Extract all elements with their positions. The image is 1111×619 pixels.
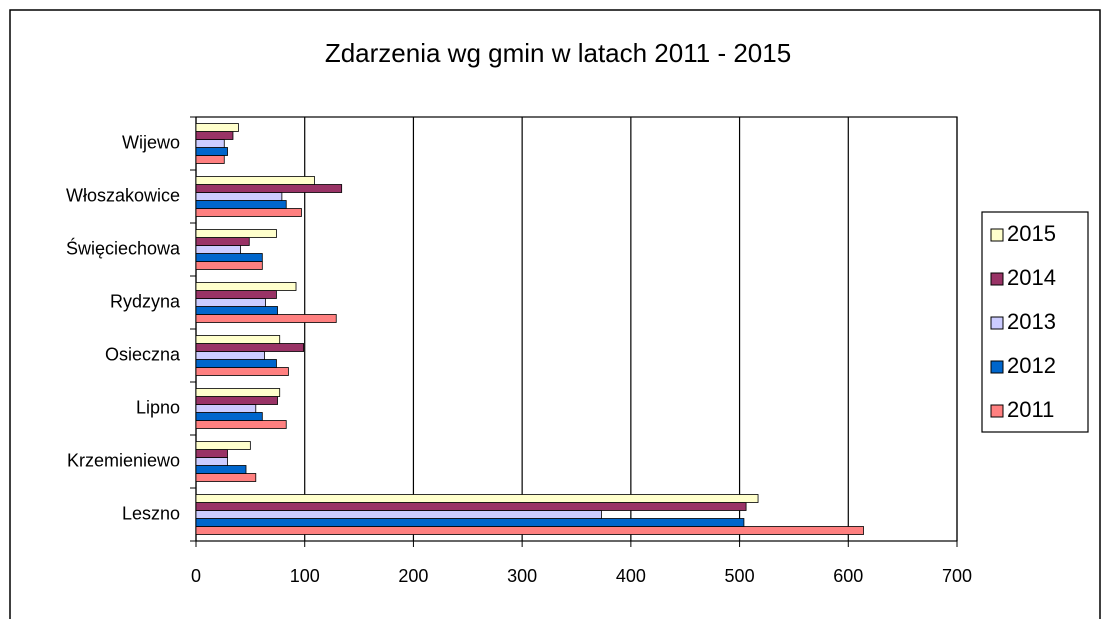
bar <box>195 457 228 466</box>
bar <box>195 465 247 474</box>
bar <box>195 420 287 429</box>
bar <box>195 314 337 323</box>
y-tick-label: Krzemieniewo <box>67 450 180 470</box>
y-tick-label: Lipno <box>136 397 180 417</box>
y-tick-label: Rydzyna <box>110 291 181 311</box>
x-tick-label: 300 <box>507 566 537 586</box>
x-tick-label: 0 <box>191 566 201 586</box>
bar <box>195 155 225 164</box>
bar <box>195 200 287 209</box>
bar <box>195 253 263 262</box>
bar <box>195 306 278 315</box>
bar <box>195 502 747 511</box>
bar <box>195 441 251 450</box>
legend-label: 2014 <box>1007 265 1056 290</box>
legend-swatch <box>990 228 1004 242</box>
chart-title: Zdarzenia wg gmin w latach 2011 - 2015 <box>325 38 791 68</box>
bar <box>195 290 277 299</box>
bar <box>195 526 864 535</box>
bar <box>195 449 228 458</box>
bar <box>195 518 745 527</box>
bar <box>195 351 265 360</box>
x-tick-label: 400 <box>616 566 646 586</box>
y-tick-label: Wijewo <box>122 132 180 152</box>
bar <box>195 367 289 376</box>
bar <box>195 494 759 503</box>
bar <box>195 261 263 270</box>
x-tick-label: 500 <box>725 566 755 586</box>
bar <box>195 131 234 140</box>
bar <box>195 237 250 246</box>
y-tick-label: Osieczna <box>105 344 181 364</box>
y-tick-label: Leszno <box>122 503 180 523</box>
legend-label: 2011 <box>1007 397 1054 422</box>
bar <box>195 139 225 148</box>
x-tick-label: 200 <box>398 566 428 586</box>
legend-swatch <box>990 316 1004 330</box>
bar <box>195 359 277 368</box>
bar <box>195 335 281 344</box>
bar <box>195 282 297 291</box>
bar <box>195 343 305 352</box>
bar <box>195 229 277 238</box>
legend-swatch <box>990 404 1004 418</box>
bar <box>195 208 302 217</box>
bar <box>195 192 283 201</box>
bar <box>195 404 257 413</box>
legend-label: 2013 <box>1007 309 1056 334</box>
y-tick-label: Święciechowa <box>66 237 181 258</box>
y-tick-label: Włoszakowice <box>66 185 180 205</box>
bar <box>195 473 257 482</box>
bar <box>195 510 602 519</box>
bar <box>195 176 315 185</box>
x-tick-label: 100 <box>290 566 320 586</box>
bar <box>195 388 281 397</box>
bar <box>195 184 343 193</box>
bar <box>195 412 263 421</box>
bar <box>195 147 228 156</box>
x-tick-label: 700 <box>942 566 972 586</box>
legend-swatch <box>990 360 1004 374</box>
bar <box>195 298 266 307</box>
bar <box>195 123 239 132</box>
legend-label: 2015 <box>1007 221 1056 246</box>
legend-label: 2012 <box>1007 353 1056 378</box>
x-tick-label: 600 <box>833 566 863 586</box>
legend-swatch <box>990 272 1004 286</box>
bar <box>195 245 241 254</box>
bar <box>195 396 278 405</box>
